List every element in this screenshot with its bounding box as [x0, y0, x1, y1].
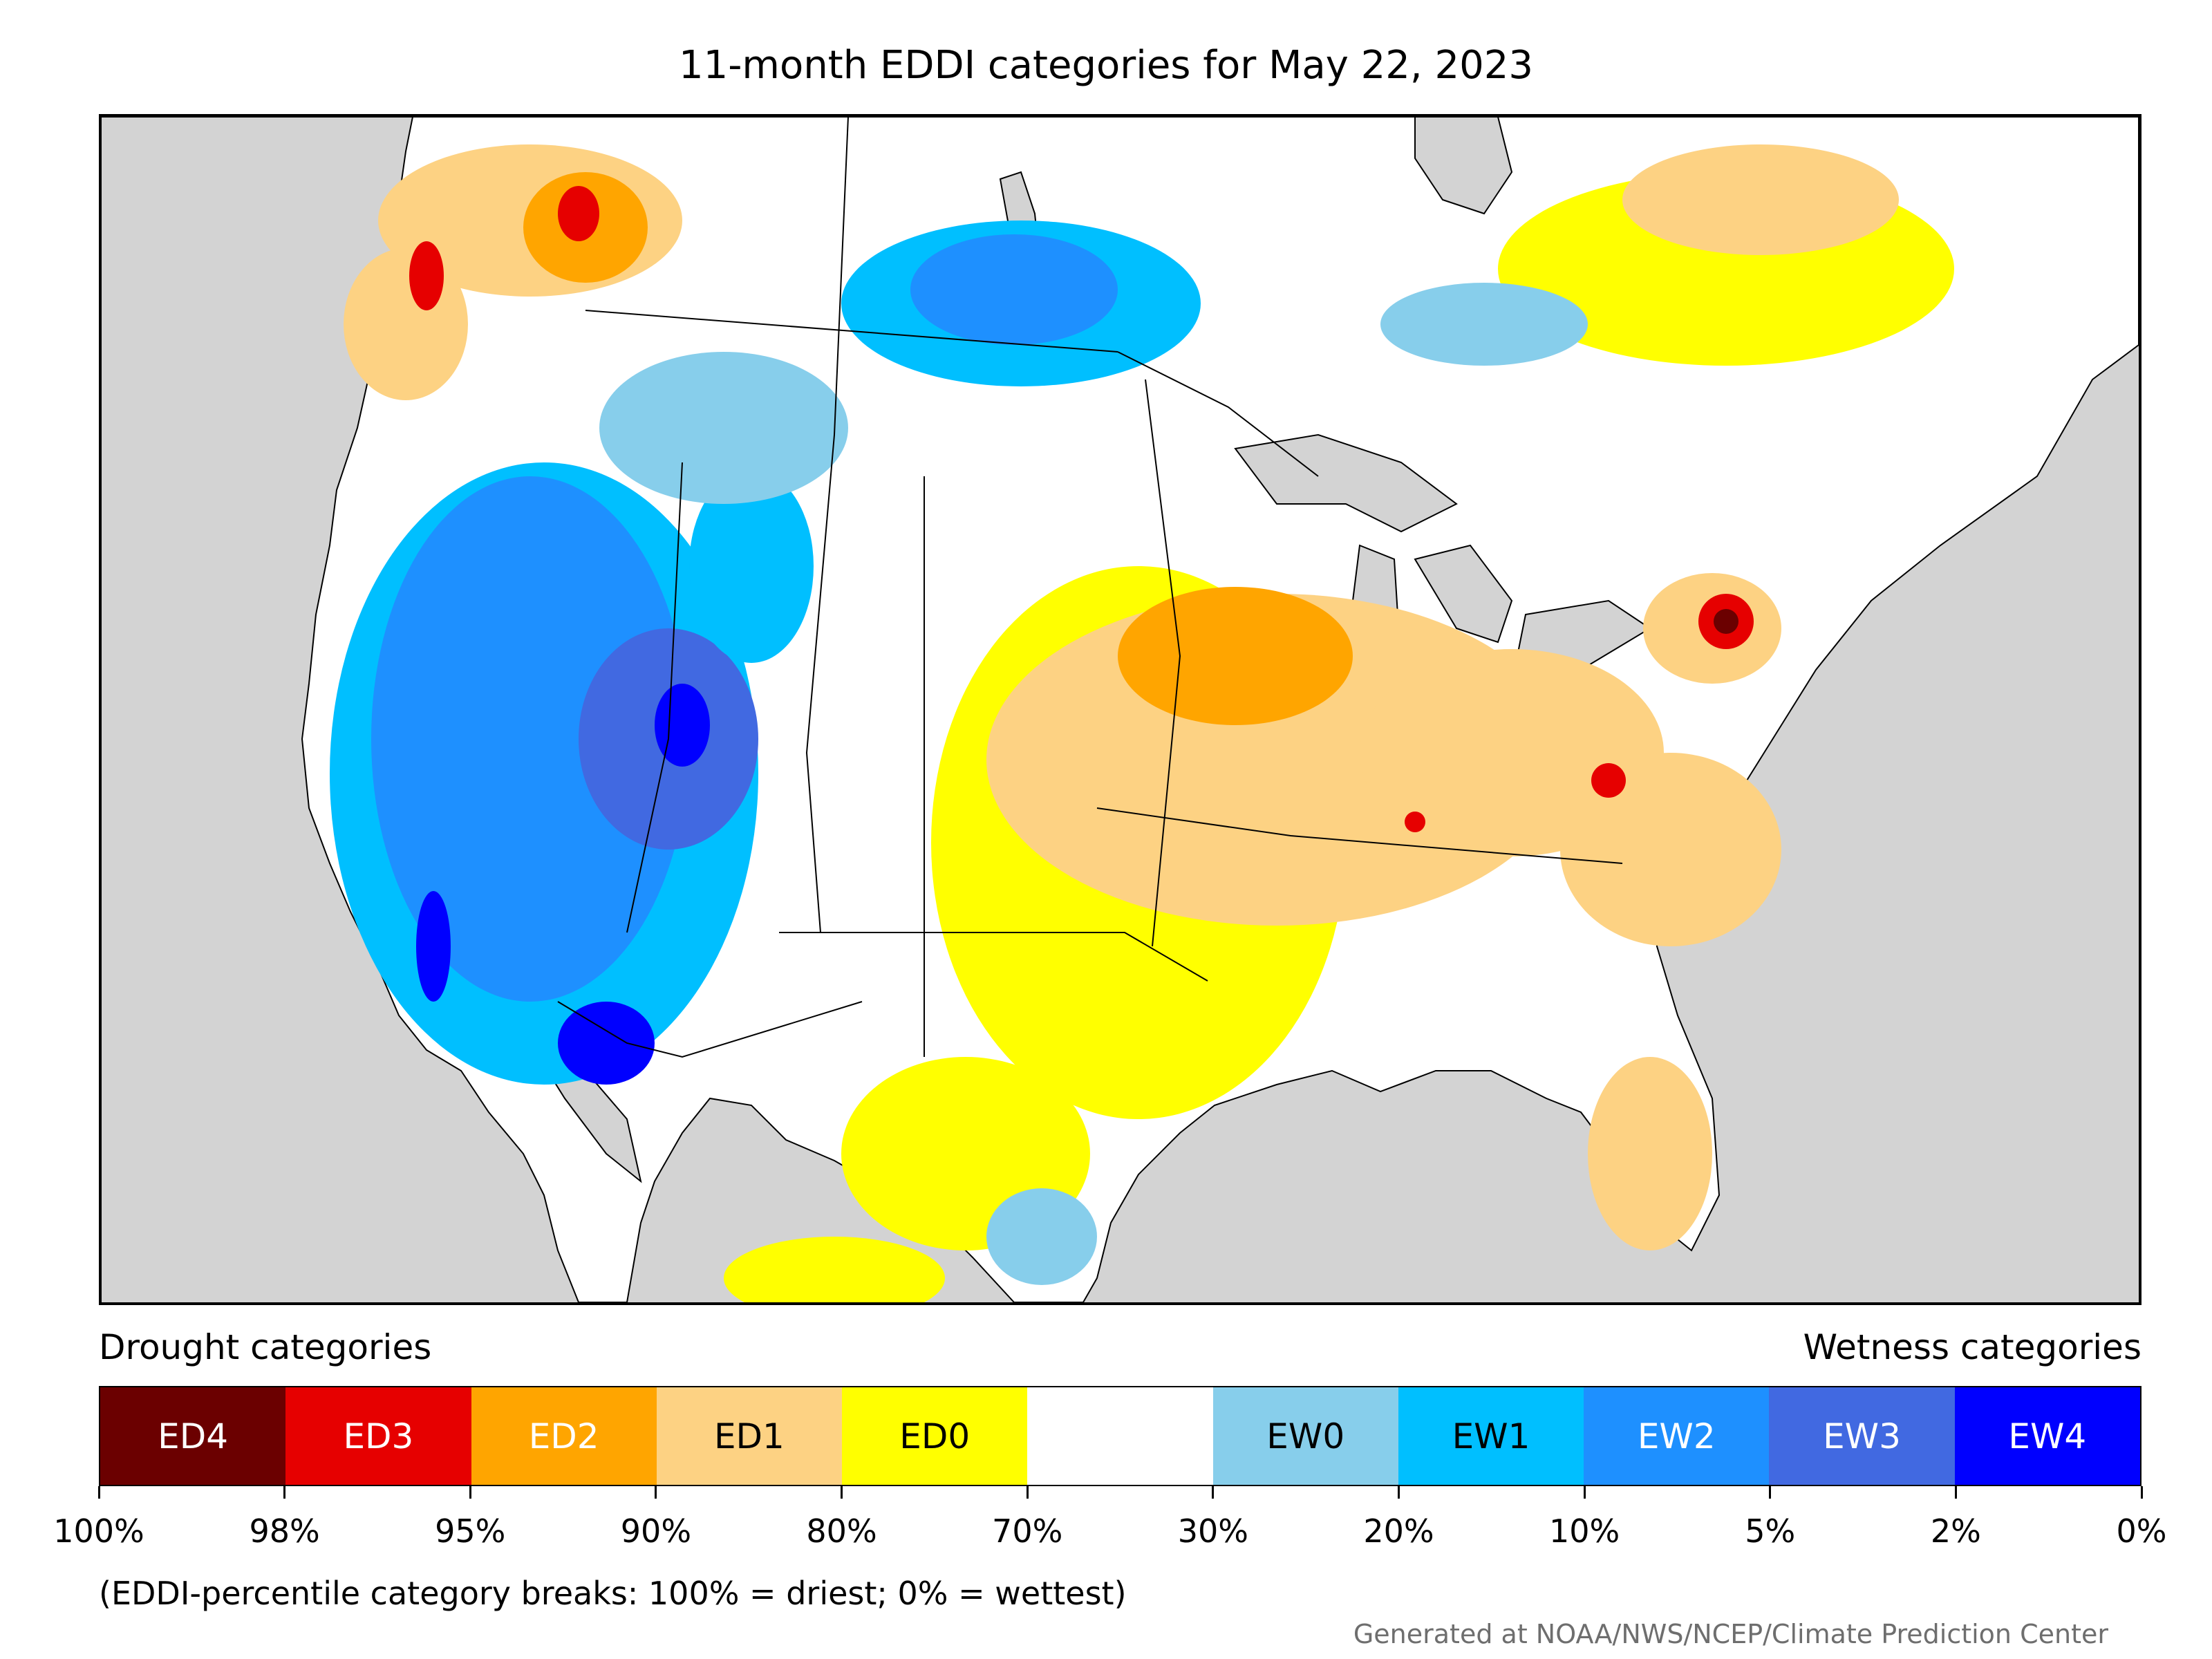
- colorbar-tick-mark: [1769, 1486, 1772, 1499]
- map-title: 11-month EDDI categories for May 22, 202…: [678, 43, 1534, 88]
- wetness-categories-heading: Wetness categories: [1803, 1327, 2141, 1367]
- patch-texas-south-ed0: [724, 1237, 945, 1302]
- colorbar-tick-label: 2%: [1930, 1512, 1981, 1550]
- hudson-bay: [1414, 117, 1513, 215]
- colorbar-tick-mark: [1212, 1486, 1215, 1499]
- patch-wy-ew1: [689, 469, 814, 663]
- patch-ne-ed4: [1714, 609, 1738, 634]
- patch-iowa-ed2: [1118, 587, 1353, 725]
- colorbar-tick-label: 80%: [806, 1512, 877, 1550]
- patch-ontario-ew0: [1380, 283, 1588, 366]
- patch-texas-coast-ew0: [986, 1188, 1097, 1285]
- patch-va-ed3: [1591, 763, 1626, 798]
- colorbar-tick-label: 20%: [1363, 1512, 1434, 1550]
- colorbar-tick-label: 0%: [2116, 1512, 2167, 1550]
- colorbar-tick-mark: [1026, 1486, 1029, 1499]
- drought-categories-heading: Drought categories: [99, 1327, 432, 1367]
- colorbar-tick-mark: [469, 1486, 471, 1499]
- patch-florida-ed1: [1588, 1057, 1712, 1250]
- legend-swatch-ed2: ED2: [471, 1387, 657, 1485]
- colorbar-tick-label: 30%: [1177, 1512, 1248, 1550]
- colorbar-tick-mark: [283, 1486, 286, 1499]
- colorbar-tick-mark: [97, 1486, 100, 1499]
- legend-swatch-ed4: ED4: [100, 1387, 286, 1485]
- patch-utah-ew4: [655, 684, 710, 767]
- legend-swatch-ed3: ED3: [285, 1387, 471, 1485]
- colorbar-tick-mark: [1954, 1486, 1957, 1499]
- legend-swatch-ew3: EW3: [1769, 1387, 1955, 1485]
- legend-swatch-ew0: EW0: [1212, 1387, 1398, 1485]
- patch-great-basin-ew2: [371, 476, 689, 1002]
- legend-swatch-ew2: EW2: [1584, 1387, 1770, 1485]
- colorbar-tick-label: 98%: [249, 1512, 320, 1550]
- colorbar-tick-label: 90%: [620, 1512, 692, 1550]
- legend-swatch-ew1: EW1: [1398, 1387, 1584, 1485]
- colorbar-tick-mark: [1397, 1486, 1400, 1499]
- colorbar-tick-mark: [2140, 1486, 2143, 1499]
- patch-wa-ed1: [344, 248, 468, 400]
- colorbar-tick-label: 5%: [1745, 1512, 1796, 1550]
- colorbar-tick-label: 100%: [53, 1512, 144, 1550]
- legend-swatch-neutral: [1027, 1387, 1213, 1485]
- patch-va-ed1: [1560, 753, 1781, 946]
- legend-swatch-ed1: ED1: [656, 1387, 843, 1485]
- colorbar-tick-label: 10%: [1548, 1512, 1620, 1550]
- patch-quebec-ed1: [1622, 144, 1899, 255]
- patch-sask-ew2: [910, 234, 1118, 345]
- patch-wa-ed3: [409, 241, 444, 310]
- colorbar-tick-mark: [655, 1486, 657, 1499]
- legend-swatch-ed0: ED0: [842, 1387, 1028, 1485]
- colorbar-tick-mark: [1583, 1486, 1586, 1499]
- patch-mt-ew0: [599, 352, 848, 504]
- patch-az-ew4: [558, 1002, 655, 1085]
- credit-line: Generated at NOAA/NWS/NCEP/Climate Predi…: [1353, 1619, 2108, 1649]
- category-patches: [330, 144, 1954, 1302]
- boundaries: [557, 117, 1623, 1058]
- legend-swatch-ew4: EW4: [1954, 1387, 2140, 1485]
- patch-ky-ed3: [1405, 812, 1425, 832]
- colorbar-tick-mark: [841, 1486, 843, 1499]
- eddi-map: [99, 114, 2141, 1305]
- colorbar-tick-label: 95%: [435, 1512, 506, 1550]
- category-colorbar: ED4 ED3 ED2 ED1 ED0 EW0 EW1 EW2 EW3 EW4: [99, 1386, 2141, 1486]
- patch-ca-ew4: [416, 891, 451, 1002]
- category-breaks-note: (EDDI-percentile category breaks: 100% =…: [99, 1575, 1127, 1612]
- colorbar-tick-label: 70%: [992, 1512, 1063, 1550]
- patch-bc-ed3: [558, 186, 599, 241]
